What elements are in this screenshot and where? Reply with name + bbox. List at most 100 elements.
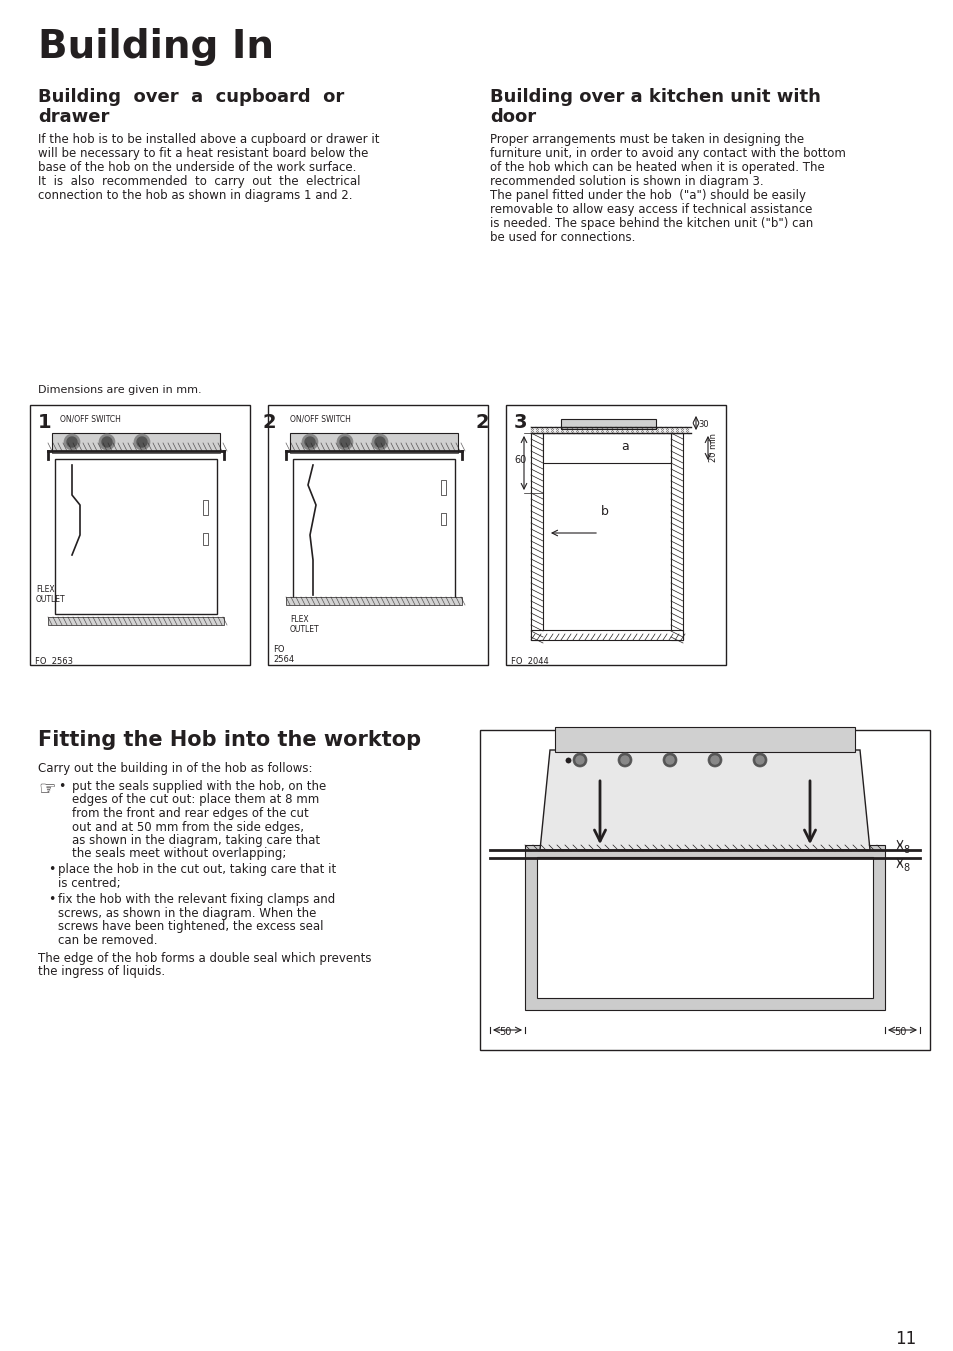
Text: It  is  also  recommended  to  carry  out  the  electrical: It is also recommended to carry out the … — [38, 176, 360, 188]
Text: Carry out the building in of the hob as follows:: Carry out the building in of the hob as … — [38, 762, 313, 775]
Circle shape — [372, 434, 388, 450]
Circle shape — [67, 436, 77, 447]
Text: base of the hob on the underside of the work surface.: base of the hob on the underside of the … — [38, 161, 356, 174]
Bar — [203, 500, 208, 515]
Text: FLEX
OUTLET: FLEX OUTLET — [290, 615, 319, 635]
Text: furniture unit, in order to avoid any contact with the bottom: furniture unit, in order to avoid any co… — [490, 147, 845, 159]
Text: 3: 3 — [514, 413, 527, 432]
Text: 11: 11 — [894, 1329, 915, 1348]
Text: 1: 1 — [38, 413, 51, 432]
Text: The edge of the hob forms a double seal which prevents: The edge of the hob forms a double seal … — [38, 952, 371, 965]
Polygon shape — [539, 750, 869, 850]
Text: as shown in the diagram, taking care that: as shown in the diagram, taking care tha… — [71, 834, 320, 847]
Text: 8: 8 — [902, 844, 908, 855]
Circle shape — [137, 436, 147, 447]
Text: out and at 50 mm from the side edges,: out and at 50 mm from the side edges, — [71, 820, 304, 834]
Circle shape — [707, 753, 721, 767]
Circle shape — [375, 436, 385, 447]
Text: Proper arrangements must be taken in designing the: Proper arrangements must be taken in des… — [490, 132, 803, 146]
Text: 50: 50 — [498, 1027, 511, 1038]
Text: FO  2563: FO 2563 — [35, 657, 73, 666]
Circle shape — [710, 757, 719, 765]
Circle shape — [620, 757, 628, 765]
Bar — [505, 405, 725, 665]
Bar — [290, 434, 457, 451]
Circle shape — [752, 753, 766, 767]
Bar — [440, 513, 446, 526]
Bar — [440, 480, 446, 494]
Text: Building In: Building In — [38, 28, 274, 66]
Bar — [290, 443, 457, 453]
Bar — [670, 434, 682, 640]
Circle shape — [102, 436, 112, 447]
Text: Dimensions are given in mm.: Dimensions are given in mm. — [38, 385, 201, 394]
Text: FO  2044: FO 2044 — [511, 657, 548, 666]
Text: 2564: 2564 — [273, 655, 294, 663]
Circle shape — [665, 757, 673, 765]
Text: 8: 8 — [902, 863, 908, 873]
Text: the seals meet without overlapping;: the seals meet without overlapping; — [71, 847, 286, 861]
Bar — [30, 405, 250, 665]
Bar — [555, 727, 854, 753]
Circle shape — [336, 434, 353, 450]
Text: from the front and rear edges of the cut: from the front and rear edges of the cut — [71, 807, 309, 820]
Text: removable to allow easy access if technical assistance: removable to allow easy access if techni… — [490, 203, 812, 216]
Bar — [52, 443, 220, 453]
Text: b: b — [600, 505, 608, 517]
Text: screws have been tightened, the excess seal: screws have been tightened, the excess s… — [58, 920, 323, 934]
Text: door: door — [490, 108, 536, 126]
Circle shape — [64, 434, 80, 450]
Bar — [203, 534, 208, 544]
Text: 60: 60 — [514, 455, 526, 465]
Text: place the hob in the cut out, taking care that it: place the hob in the cut out, taking car… — [58, 863, 335, 875]
Bar — [48, 617, 224, 626]
Circle shape — [133, 434, 150, 450]
Text: edges of the cut out: place them at 8 mm: edges of the cut out: place them at 8 mm — [71, 793, 319, 807]
Bar — [52, 435, 220, 443]
Text: screws, as shown in the diagram. When the: screws, as shown in the diagram. When th… — [58, 907, 316, 920]
Bar — [542, 434, 670, 463]
Text: ON/OFF SWITCH: ON/OFF SWITCH — [290, 415, 351, 424]
Bar — [290, 435, 457, 443]
Text: 20 min: 20 min — [709, 434, 718, 462]
Bar — [531, 434, 542, 640]
Text: can be removed.: can be removed. — [58, 934, 157, 947]
Text: is needed. The space behind the kitchen unit ("b") can: is needed. The space behind the kitchen … — [490, 218, 812, 230]
Text: 2: 2 — [476, 413, 489, 432]
Text: The panel fitted under the hob  ("a") should be easily: The panel fitted under the hob ("a") sho… — [490, 189, 805, 203]
Text: Building  over  a  cupboard  or: Building over a cupboard or — [38, 88, 344, 105]
Text: •: • — [48, 893, 55, 907]
Bar — [524, 844, 884, 1011]
Text: ON/OFF SWITCH: ON/OFF SWITCH — [60, 415, 121, 424]
Circle shape — [339, 436, 350, 447]
Text: is centred;: is centred; — [58, 877, 120, 889]
Text: be used for connections.: be used for connections. — [490, 231, 635, 245]
Text: will be necessary to fit a heat resistant board below the: will be necessary to fit a heat resistan… — [38, 147, 368, 159]
Text: put the seals supplied with the hob, on the: put the seals supplied with the hob, on … — [71, 780, 326, 793]
Text: ☞: ☞ — [38, 780, 55, 798]
Bar — [268, 405, 488, 665]
Circle shape — [576, 757, 583, 765]
Bar — [537, 857, 872, 998]
Text: fix the hob with the relevant fixing clamps and: fix the hob with the relevant fixing cla… — [58, 893, 335, 907]
Circle shape — [99, 434, 115, 450]
Bar — [52, 434, 220, 451]
Bar — [479, 730, 929, 1050]
Text: •: • — [48, 863, 55, 875]
Text: recommended solution is shown in diagram 3.: recommended solution is shown in diagram… — [490, 176, 762, 188]
Text: 2: 2 — [262, 413, 275, 432]
Text: a: a — [620, 440, 628, 453]
Bar — [293, 459, 455, 598]
Text: •: • — [58, 780, 66, 793]
Text: the ingress of liquids.: the ingress of liquids. — [38, 966, 165, 978]
Circle shape — [618, 753, 631, 767]
Text: FLEX
OUTLET: FLEX OUTLET — [36, 585, 66, 604]
Circle shape — [755, 757, 763, 765]
Text: FO: FO — [273, 644, 284, 654]
Text: of the hob which can be heated when it is operated. The: of the hob which can be heated when it i… — [490, 161, 824, 174]
Text: Fitting the Hob into the worktop: Fitting the Hob into the worktop — [38, 730, 420, 750]
Circle shape — [302, 434, 317, 450]
Bar — [286, 597, 461, 605]
Text: connection to the hob as shown in diagrams 1 and 2.: connection to the hob as shown in diagra… — [38, 189, 352, 203]
Text: 50: 50 — [893, 1027, 905, 1038]
